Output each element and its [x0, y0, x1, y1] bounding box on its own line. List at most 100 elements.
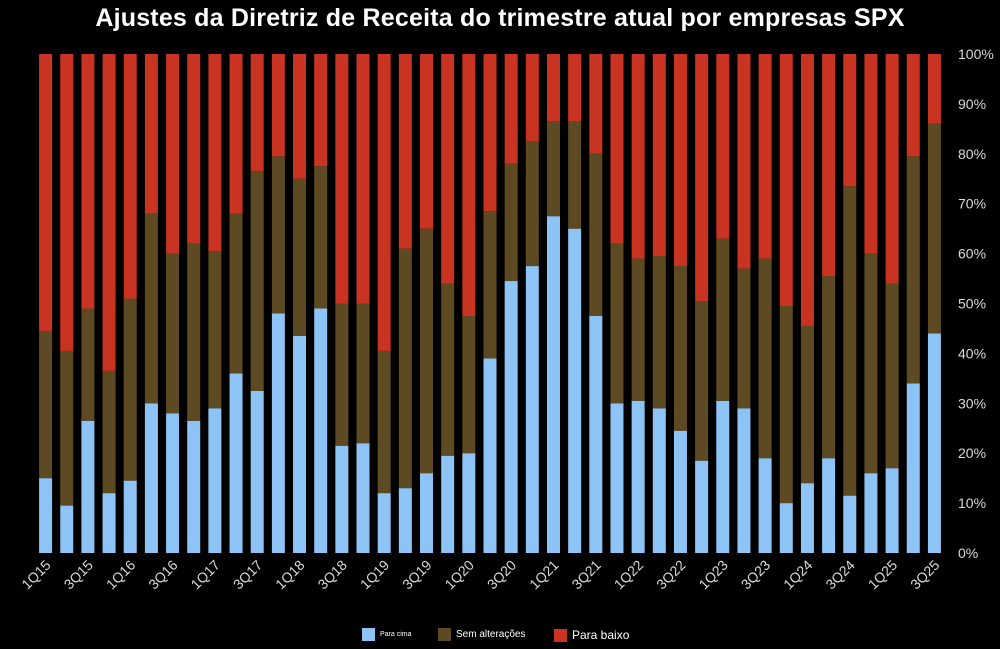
- bar-segment-3Q17-0: [250, 390, 264, 553]
- bar-segment-4Q24-1: [864, 253, 878, 474]
- x-tick-label: 1Q21: [526, 557, 562, 593]
- legend-item: Para cima: [362, 628, 412, 641]
- bar-segment-2Q20-1: [483, 211, 497, 359]
- bar-segment-1Q24-2: [800, 54, 814, 326]
- bar-segment-1Q21-1: [546, 121, 560, 217]
- bar-segment-2Q24-2: [822, 54, 836, 277]
- bar-segment-2Q17-0: [229, 373, 243, 553]
- bar-segment-2Q21-0: [568, 228, 582, 553]
- bar-segment-3Q23-1: [758, 258, 772, 459]
- bar-segment-3Q16-0: [166, 413, 180, 553]
- y-tick-label: 20%: [958, 445, 986, 461]
- legend-label: Para cima: [380, 631, 412, 638]
- x-tick-label: 1Q15: [18, 557, 54, 593]
- bar-segment-3Q20-2: [504, 54, 518, 164]
- bar-segment-2Q20-0: [483, 358, 497, 553]
- bars-layer: [39, 54, 941, 554]
- bar-segment-2Q21-1: [568, 121, 582, 229]
- bar-segment-1Q21-0: [546, 216, 560, 554]
- bar-segment-4Q18-1: [356, 303, 370, 444]
- x-tick-label: 1Q22: [611, 557, 647, 593]
- bar-segment-2Q17-1: [229, 213, 243, 374]
- x-tick-label: 1Q19: [357, 557, 393, 593]
- bar-segment-3Q18-2: [335, 54, 349, 304]
- y-tick-label: 100%: [958, 46, 994, 62]
- bar-segment-4Q19-0: [441, 455, 455, 553]
- x-tick-label: 1Q20: [441, 557, 477, 593]
- bar-segment-1Q15-2: [39, 54, 53, 331]
- bar-segment-4Q16-1: [187, 243, 201, 421]
- bar-segment-4Q20-1: [525, 141, 539, 267]
- bar-segment-3Q23-2: [758, 54, 772, 259]
- bar-segment-3Q24-1: [843, 186, 857, 496]
- bar-segment-2Q17-2: [229, 54, 243, 214]
- bar-segment-4Q22-2: [695, 54, 709, 301]
- bar-segment-1Q25-2: [885, 54, 899, 284]
- legend-item: Sem alterações: [438, 628, 525, 641]
- bar-segment-1Q24-0: [800, 483, 814, 553]
- x-tick-label: 1Q16: [103, 557, 139, 593]
- bar-segment-4Q20-0: [525, 266, 539, 553]
- y-tick-label: 50%: [958, 296, 986, 312]
- bar-segment-3Q18-1: [335, 303, 349, 446]
- bar-segment-2Q18-0: [314, 308, 328, 553]
- bar-segment-3Q16-1: [166, 253, 180, 414]
- legend-swatch: [554, 628, 567, 642]
- bar-segment-4Q15-0: [102, 493, 116, 553]
- bar-segment-2Q19-0: [398, 488, 412, 553]
- bar-segment-3Q18-0: [335, 445, 349, 553]
- bar-segment-3Q15-1: [81, 308, 95, 421]
- bar-segment-2Q15-2: [60, 54, 74, 351]
- legend-label: Para baixo: [572, 628, 630, 642]
- bar-segment-1Q18-0: [293, 335, 307, 553]
- bar-segment-1Q19-2: [377, 54, 391, 351]
- bar-segment-2Q16-2: [144, 54, 158, 214]
- bar-segment-3Q19-0: [420, 473, 434, 553]
- bar-segment-1Q25-0: [885, 468, 899, 553]
- bar-segment-1Q16-2: [123, 54, 137, 299]
- bar-segment-2Q16-1: [144, 213, 158, 404]
- bar-segment-3Q21-1: [589, 153, 603, 316]
- bar-segment-4Q22-1: [695, 301, 709, 461]
- bar-segment-3Q24-2: [843, 54, 857, 187]
- bar-segment-2Q18-1: [314, 166, 328, 309]
- bar-segment-1Q20-2: [462, 54, 476, 316]
- bar-segment-3Q25-2: [927, 54, 941, 124]
- bar-segment-1Q16-0: [123, 480, 137, 553]
- legend-item: Para baixo: [554, 628, 629, 642]
- x-tick-label: 3Q19: [399, 557, 435, 593]
- legend-swatch: [438, 628, 451, 641]
- x-tick-label: 3Q20: [484, 557, 520, 593]
- bar-segment-2Q15-1: [60, 350, 74, 506]
- bar-segment-1Q17-1: [208, 251, 222, 409]
- bar-segment-2Q15-0: [60, 505, 74, 553]
- x-tick-label: 3Q21: [568, 557, 604, 593]
- bar-segment-4Q16-0: [187, 420, 201, 553]
- bar-segment-1Q20-1: [462, 315, 476, 454]
- bar-segment-2Q18-2: [314, 54, 328, 167]
- bar-segment-2Q24-1: [822, 276, 836, 459]
- bar-segment-1Q19-0: [377, 493, 391, 553]
- bar-segment-4Q15-1: [102, 370, 116, 494]
- x-tick-label: 1Q18: [272, 557, 308, 593]
- x-tick-label: 3Q18: [314, 557, 350, 593]
- y-tick-label: 80%: [958, 146, 986, 162]
- bar-segment-4Q23-0: [779, 503, 793, 553]
- bar-segment-4Q17-1: [271, 156, 285, 314]
- bar-segment-1Q18-2: [293, 54, 307, 179]
- bar-segment-4Q18-2: [356, 54, 370, 304]
- chart-title: Ajustes da Diretriz de Receita do trimes…: [95, 4, 905, 32]
- bar-segment-3Q22-0: [673, 430, 687, 553]
- bar-segment-2Q21-2: [568, 54, 582, 122]
- y-tick-label: 60%: [958, 246, 986, 262]
- bar-segment-4Q16-2: [187, 54, 201, 244]
- bar-segment-2Q23-2: [737, 54, 751, 269]
- bar-segment-1Q22-1: [631, 258, 645, 401]
- bar-segment-3Q19-2: [420, 54, 434, 229]
- bar-segment-2Q25-2: [906, 54, 920, 157]
- bar-segment-4Q19-2: [441, 54, 455, 284]
- bar-segment-1Q17-2: [208, 54, 222, 252]
- bar-segment-3Q19-1: [420, 228, 434, 474]
- bar-segment-2Q25-0: [906, 383, 920, 553]
